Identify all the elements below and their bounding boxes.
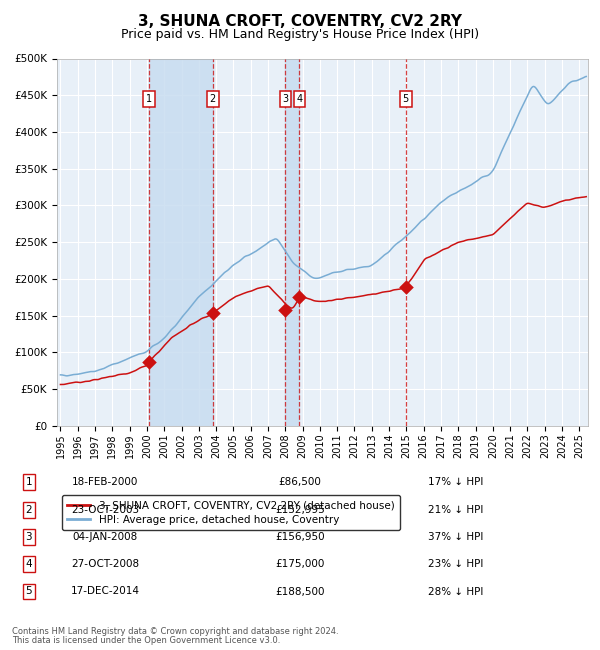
Text: 5: 5 bbox=[25, 586, 32, 597]
Text: £175,000: £175,000 bbox=[275, 559, 325, 569]
Text: 04-JAN-2008: 04-JAN-2008 bbox=[73, 532, 137, 542]
Bar bbox=[149, 58, 213, 426]
Text: 17% ↓ HPI: 17% ↓ HPI bbox=[428, 477, 484, 488]
Text: 3: 3 bbox=[25, 532, 32, 542]
Text: £152,995: £152,995 bbox=[275, 504, 325, 515]
Text: 2: 2 bbox=[210, 94, 216, 104]
Text: 4: 4 bbox=[25, 559, 32, 569]
Bar bbox=[286, 58, 299, 426]
Text: 3: 3 bbox=[283, 94, 289, 104]
Point bbox=[281, 306, 290, 316]
Text: 4: 4 bbox=[296, 94, 302, 104]
Text: 3, SHUNA CROFT, COVENTRY, CV2 2RY: 3, SHUNA CROFT, COVENTRY, CV2 2RY bbox=[138, 14, 462, 29]
Text: 37% ↓ HPI: 37% ↓ HPI bbox=[428, 532, 484, 542]
Text: 27-OCT-2008: 27-OCT-2008 bbox=[71, 559, 139, 569]
Text: £156,950: £156,950 bbox=[275, 532, 325, 542]
Text: Contains HM Land Registry data © Crown copyright and database right 2024.: Contains HM Land Registry data © Crown c… bbox=[12, 627, 338, 636]
Text: This data is licensed under the Open Government Licence v3.0.: This data is licensed under the Open Gov… bbox=[12, 636, 280, 645]
Text: 18-FEB-2000: 18-FEB-2000 bbox=[72, 477, 138, 488]
Text: 1: 1 bbox=[146, 94, 152, 104]
Text: 17-DEC-2014: 17-DEC-2014 bbox=[71, 586, 139, 597]
Text: 23-OCT-2003: 23-OCT-2003 bbox=[71, 504, 139, 515]
Point bbox=[208, 308, 218, 318]
Text: 28% ↓ HPI: 28% ↓ HPI bbox=[428, 586, 484, 597]
Text: £188,500: £188,500 bbox=[275, 586, 325, 597]
Text: 2: 2 bbox=[25, 504, 32, 515]
Point bbox=[401, 282, 410, 293]
Text: £86,500: £86,500 bbox=[278, 477, 322, 488]
Point bbox=[295, 292, 304, 302]
Legend: 3, SHUNA CROFT, COVENTRY, CV2 2RY (detached house), HPI: Average price, detached: 3, SHUNA CROFT, COVENTRY, CV2 2RY (detac… bbox=[62, 495, 400, 530]
Text: 23% ↓ HPI: 23% ↓ HPI bbox=[428, 559, 484, 569]
Text: Price paid vs. HM Land Registry's House Price Index (HPI): Price paid vs. HM Land Registry's House … bbox=[121, 28, 479, 41]
Text: 5: 5 bbox=[403, 94, 409, 104]
Point bbox=[144, 357, 154, 367]
Text: 1: 1 bbox=[25, 477, 32, 488]
Text: 21% ↓ HPI: 21% ↓ HPI bbox=[428, 504, 484, 515]
